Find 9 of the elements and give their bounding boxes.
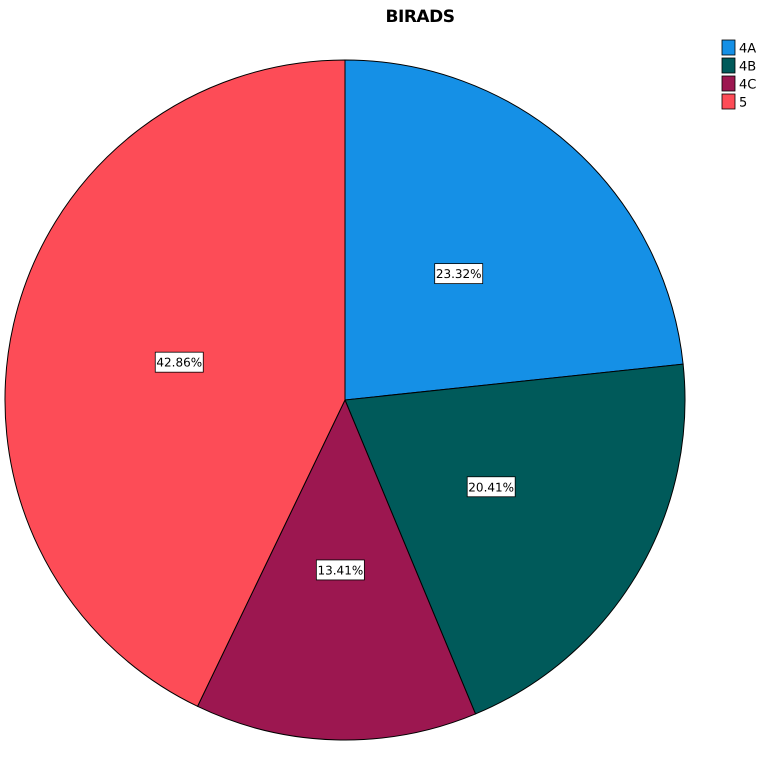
data-label: 42.86% — [156, 356, 202, 370]
data-label: 20.41% — [468, 480, 514, 494]
data-label: 23.32% — [436, 267, 482, 282]
legend-label: 4B — [739, 60, 756, 74]
legend-label: 4A — [739, 42, 756, 56]
data-label: 13.41% — [317, 563, 364, 578]
legend-label: 4C — [739, 78, 756, 92]
legend-label: 5 — [739, 96, 748, 110]
chart-title: BIRADS — [386, 7, 454, 27]
